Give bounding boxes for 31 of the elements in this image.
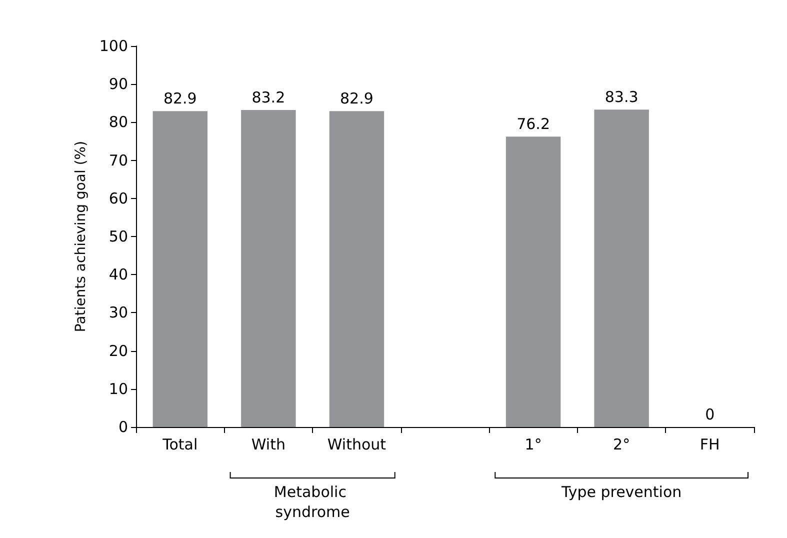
y-tick-label: 60 xyxy=(108,189,128,208)
y-tick-label: 0 xyxy=(118,418,128,436)
y-tick-label: 80 xyxy=(108,113,128,132)
data-label: 0 xyxy=(705,406,715,424)
data-label: 82.9 xyxy=(340,90,374,108)
y-tick-label: 100 xyxy=(99,37,128,55)
x-tick-label: 2° xyxy=(613,436,630,454)
y-axis-title: Patients achieving goal (%) xyxy=(73,140,89,332)
y-tick-label: 40 xyxy=(108,266,128,284)
x-tick-label: Without xyxy=(327,436,386,454)
y-tick-label: 10 xyxy=(108,380,128,398)
y-tick-label: 70 xyxy=(108,151,128,170)
data-label: 82.9 xyxy=(163,90,197,108)
y-tick-label: 90 xyxy=(108,75,128,94)
bar xyxy=(241,110,296,427)
text: Type prevention xyxy=(560,483,682,501)
x-tick-label: FH xyxy=(700,436,720,454)
bar xyxy=(329,111,384,427)
data-label: 83.3 xyxy=(604,88,638,106)
data-label: 83.2 xyxy=(252,88,286,107)
y-tick-label: 20 xyxy=(108,342,128,360)
x-tick-label: 1° xyxy=(524,436,542,454)
text: Metabolic syndrome xyxy=(274,483,352,521)
bar xyxy=(594,110,649,427)
data-label: 76.2 xyxy=(516,115,550,134)
y-tick-label: 30 xyxy=(108,304,128,322)
x-tick-label: With xyxy=(251,436,286,454)
bar xyxy=(506,136,561,427)
x-tick-label: Total xyxy=(162,436,198,454)
bar xyxy=(152,111,208,427)
y-tick-label: 50 xyxy=(108,228,128,246)
